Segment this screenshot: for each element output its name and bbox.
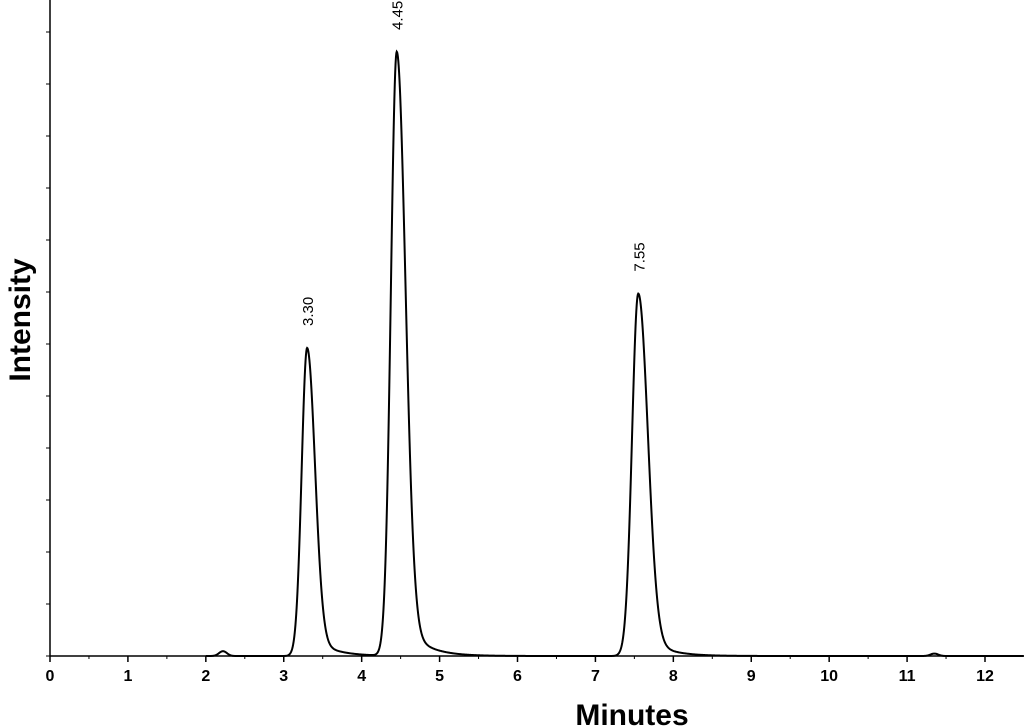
x-axis-title: Minutes — [575, 699, 688, 727]
x-tick-label: 6 — [513, 668, 522, 685]
x-tick-label: 12 — [976, 668, 994, 685]
x-tick-label: 2 — [201, 668, 210, 685]
peak-label: 7.55 — [631, 242, 648, 271]
x-tick-label: 0 — [46, 668, 55, 685]
x-tick-label: 3 — [279, 668, 288, 685]
x-tick-label: 7 — [591, 668, 600, 685]
trace-group — [205, 49, 1024, 657]
ticks: 0 1 2 3 4 5 6 7 8 9 10 11 12 — [46, 31, 994, 685]
labels: 3.30 4.45 7.55 — [300, 1, 648, 326]
x-tick-label: 10 — [820, 668, 838, 685]
x-tick-label: 8 — [669, 668, 678, 685]
chromatogram-trace — [205, 49, 1024, 657]
x-tick-label: 4 — [357, 668, 366, 685]
x-tick-label: 11 — [899, 668, 916, 685]
peak-label: 4.45 — [390, 1, 407, 30]
y-axis-title: Intensity — [4, 258, 37, 382]
x-tick-label: 9 — [747, 668, 756, 685]
x-tick-label: 5 — [435, 668, 444, 685]
axes — [49, 0, 1024, 657]
x-tick-label: 1 — [123, 668, 132, 685]
peak-label: 3.30 — [300, 297, 317, 326]
